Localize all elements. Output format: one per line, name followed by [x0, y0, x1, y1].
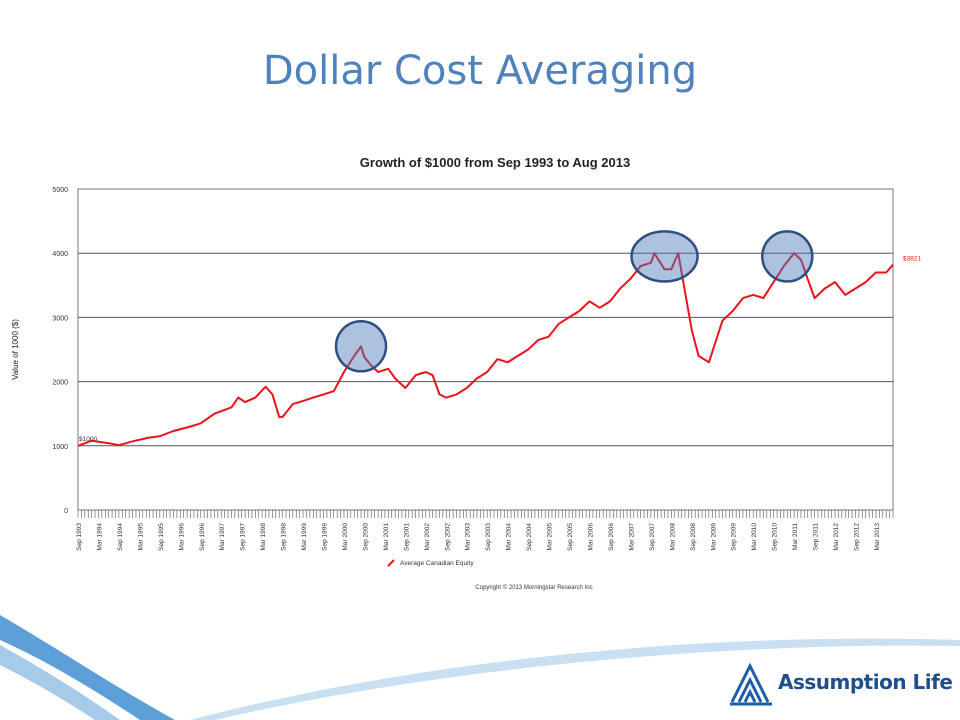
x-tick-label: Mar 2009: [710, 523, 717, 551]
x-tick-label: Sep 1993: [76, 523, 83, 551]
y-tick-label: 2000: [52, 380, 68, 387]
x-tick-label: Mar 2013: [874, 523, 881, 551]
x-tick-label: Mar 2010: [751, 523, 758, 551]
legend-label: Average Canadian Equity: [400, 560, 474, 567]
x-tick-label: Mar 2004: [506, 523, 513, 551]
x-tick-label: Sep 2012: [853, 523, 860, 551]
x-tick-label: Mar 2006: [588, 523, 595, 551]
y-tick-label: 4000: [52, 251, 68, 258]
x-tick-label: Sep 2002: [444, 523, 451, 551]
x-tick-label: Mar 2007: [628, 523, 635, 551]
x-tick-label: Mar 1999: [301, 523, 308, 551]
start-value-label: $1000: [79, 436, 97, 443]
x-tick-label: Sep 2001: [403, 523, 410, 551]
x-tick-label: Sep 2007: [649, 523, 656, 551]
x-tick-label: Mar 1994: [96, 523, 103, 551]
x-tick-label: Sep 2011: [813, 523, 820, 551]
x-tick-label: Mar 1998: [260, 523, 267, 551]
x-tick-label: Mar 2012: [833, 523, 840, 551]
y-tick-label: 0: [64, 508, 68, 515]
y-axis-label: Value of 1000 ($): [11, 319, 20, 380]
x-tick-label: Sep 1995: [158, 523, 165, 551]
brand-name: Assumption Life: [778, 670, 953, 694]
x-tick-label: Sep 1997: [240, 523, 247, 551]
series-line-average-canadian-equity: [77, 252, 894, 447]
legend-swatch: [387, 559, 395, 567]
highlight-circle: [761, 230, 814, 283]
plot-area: [77, 188, 894, 511]
x-tick-label: Sep 1999: [322, 523, 329, 551]
slide-title: Dollar Cost Averaging: [262, 48, 698, 94]
x-tick-label: Mar 2001: [383, 523, 390, 551]
y-tick-label: 1000: [52, 444, 68, 451]
x-tick-label: Sep 2003: [485, 523, 492, 551]
x-tick-label: Sep 2004: [526, 523, 533, 551]
x-tick-label: Sep 2005: [567, 523, 574, 551]
x-tick-label: Mar 1996: [178, 523, 185, 551]
end-value-label: $3821: [903, 256, 921, 263]
brand-logo: Assumption Life: [728, 662, 953, 708]
highlight-circle: [334, 320, 388, 373]
y-tick-label: 5000: [52, 187, 68, 194]
highlight-circle: [630, 230, 699, 283]
assumption-life-logo-icon: [730, 662, 772, 706]
x-tick-label: Mar 2008: [669, 523, 676, 551]
x-tick-label: Sep 2006: [608, 523, 615, 551]
decorative-swoosh: [0, 615, 960, 720]
x-tick-label: Sep 2000: [362, 523, 369, 551]
x-tick-label: Mar 2002: [424, 523, 431, 551]
x-tick-label: Mar 1997: [219, 523, 226, 551]
y-tick-label: 3000: [52, 315, 68, 322]
x-tick-label: Sep 2009: [731, 523, 738, 551]
copyright-text: Copyright © 2013 Morningstar Research In…: [475, 584, 592, 591]
x-tick-label: Mar 1995: [137, 523, 144, 551]
x-tick-label: Mar 2005: [547, 523, 554, 551]
chart-title: Growth of $1000 from Sep 1993 to Aug 201…: [359, 155, 631, 170]
x-tick-label: Mar 2000: [342, 523, 349, 551]
x-tick-label: Sep 2010: [772, 523, 779, 551]
x-tick-label: Sep 2008: [690, 523, 697, 551]
x-tick-label: Mar 2003: [465, 523, 472, 551]
x-tick-label: Sep 1998: [281, 523, 288, 551]
x-tick-label: Sep 1994: [117, 523, 124, 551]
x-tick-label: Mar 2011: [792, 523, 799, 550]
x-tick-label: Sep 1996: [199, 523, 206, 551]
